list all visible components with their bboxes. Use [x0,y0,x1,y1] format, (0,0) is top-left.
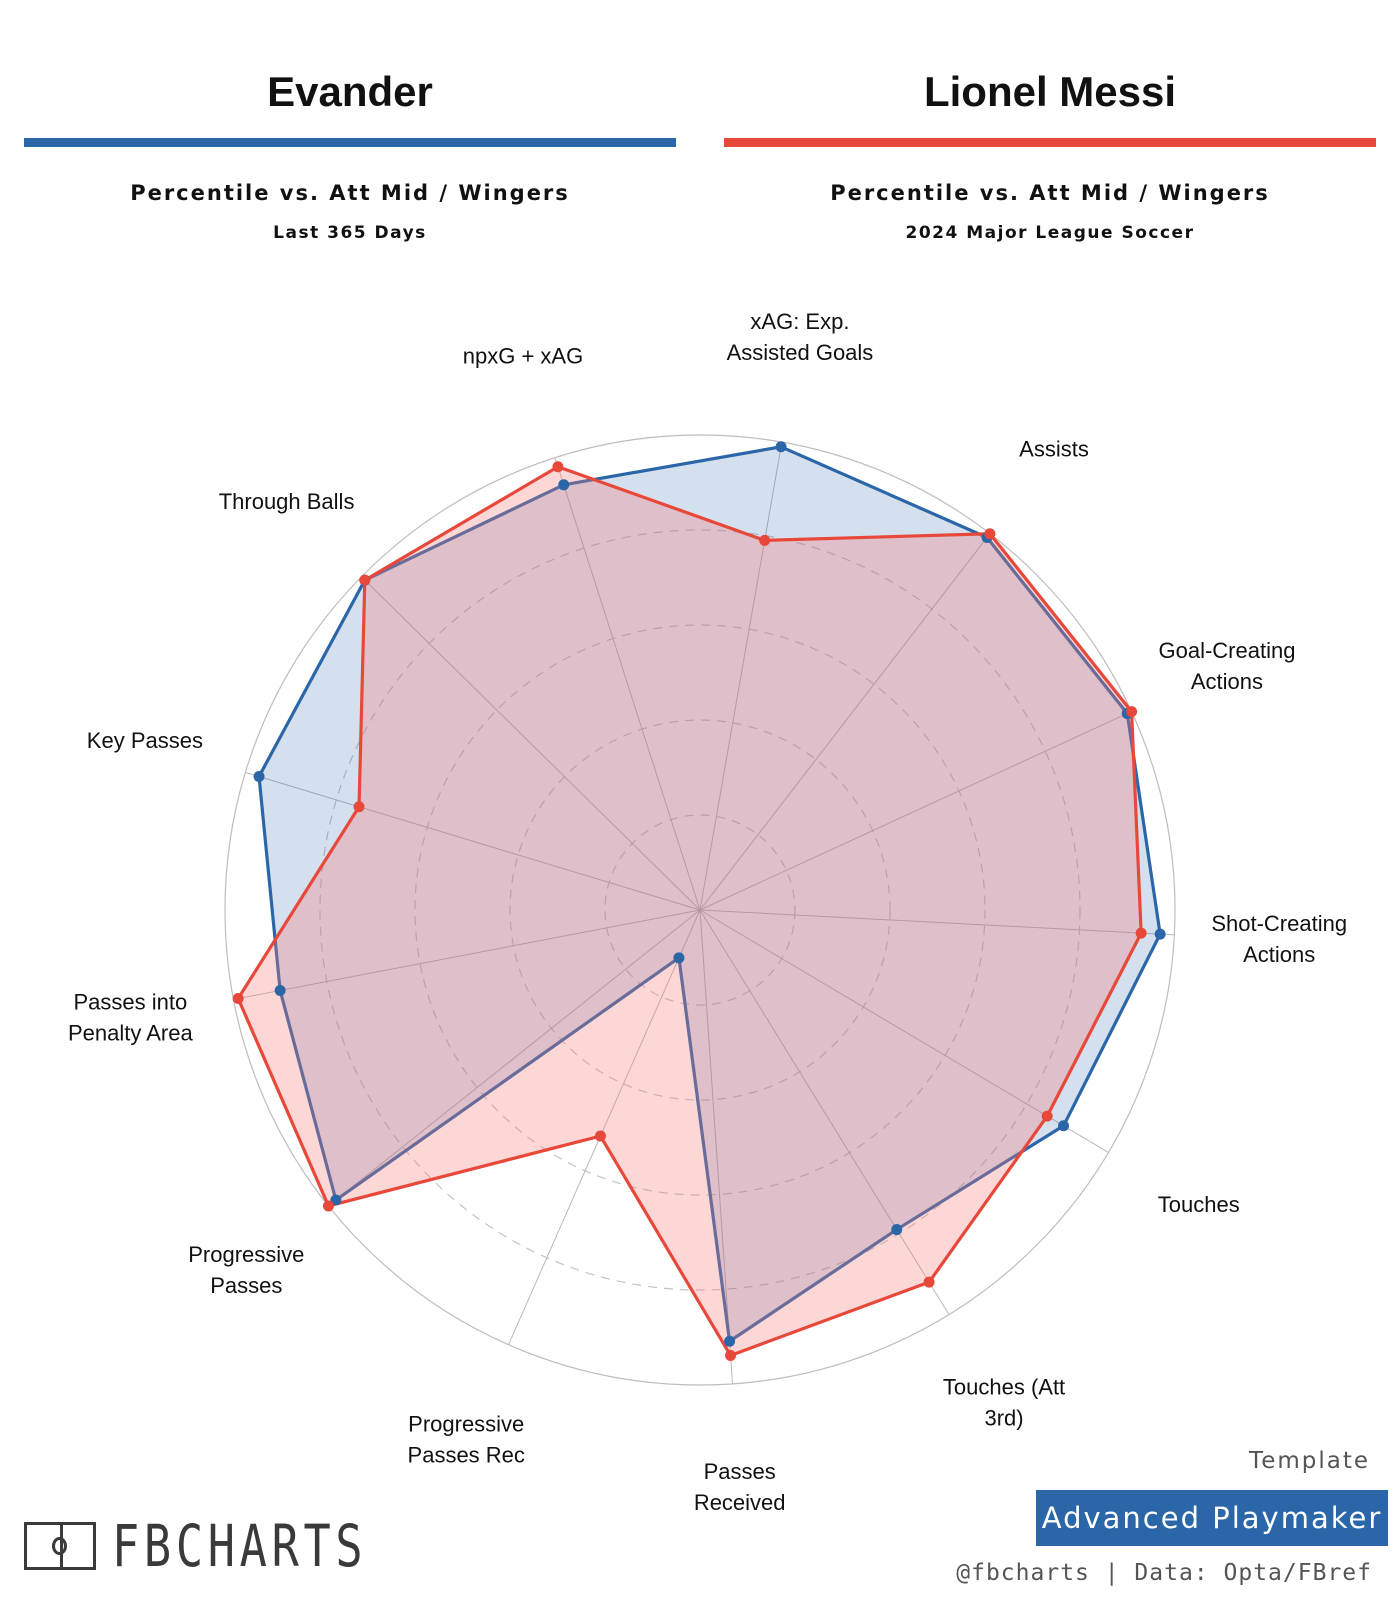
radar-grid-ring [509,719,891,1101]
radar-spoke [361,576,701,911]
data-point-lionel-messi [1126,706,1138,718]
data-point-lionel-messi [359,574,371,586]
data-point-evander [1154,928,1166,940]
axis-label: Through Balls [219,489,355,514]
left-player-header: Evander Percentile vs. Att Mid / Wingers… [24,60,676,243]
axis-label: xAG: Exp. Assisted Goals [727,309,874,365]
data-point-evander [724,1335,736,1347]
radar-spoke [245,771,701,911]
radar-spoke [508,909,701,1345]
data-point-evander [558,479,570,491]
data-point-evander [1058,1120,1070,1132]
right-player-competition: 2024 Major League Soccer [905,223,1195,243]
axis-label: Passes into Penalty Area [68,989,194,1045]
logo-text: FBCHARTS [112,1512,368,1580]
right-player-subtitle: Percentile vs. Att Mid / Wingers [830,181,1270,205]
axis-label: Goal-Creating Actions [1158,638,1295,694]
data-point-lionel-messi [759,534,771,546]
axis-label: Progressive Passes Rec [408,1411,525,1467]
fbcharts-logo: FBCHARTS [24,1512,439,1580]
axis-label: Shot-Creating Actions [1211,911,1347,967]
right-player-header: Lionel Messi Percentile vs. Att Mid / Wi… [724,60,1376,243]
data-credits: @fbcharts | Data: Opta/FBref [956,1560,1372,1586]
radar-grid [224,434,1176,1386]
axis-label: Passes Received [694,1459,786,1515]
radar-spoke [699,711,1132,911]
radar-spoke [699,909,950,1315]
axis-label: Progressive Passes [188,1242,304,1298]
radar-grid-ring [604,814,796,1006]
series-area-lionel-messi [236,465,1143,1358]
data-point-evander [673,952,685,964]
data-point-lionel-messi [1041,1110,1053,1122]
axis-label: Touches [1158,1192,1240,1217]
data-point-evander [330,1194,342,1206]
radar-series [232,441,1166,1361]
radar-spoke [328,909,701,1207]
series-area-evander [257,445,1162,1343]
data-point-lionel-messi [923,1276,935,1288]
radar-spoke [699,909,733,1384]
data-point-evander [891,1224,903,1236]
radar-grid-ring [414,624,986,1196]
left-player-name: Evander [267,68,433,115]
right-player-color-bar [724,138,1376,147]
axis-label: Assists [1019,436,1089,461]
radar-spoke [699,442,783,911]
data-point-lionel-messi [1135,927,1147,939]
data-point-lionel-messi [552,461,564,473]
template-label: Template [1249,1448,1370,1474]
data-point-evander [253,770,265,782]
radar-spoke [554,457,701,911]
data-point-lionel-messi [725,1349,737,1361]
radar-spoke [699,909,1175,936]
data-point-evander [775,441,787,453]
pitch-icon [24,1522,96,1570]
radar-outer-ring [224,434,1176,1386]
radar-spoke [699,909,1109,1153]
data-point-lionel-messi [232,992,244,1004]
left-player-competition: Last 365 Days [273,223,427,243]
radar-spoke [699,533,991,911]
data-point-lionel-messi [984,528,996,540]
radar-axis-labels: Shot-Creating Actions Touches Touches (Att 3… [68,309,1347,1515]
left-player-color-bar [24,138,676,147]
radar-grid-ring [319,529,1081,1291]
data-point-evander [274,984,286,996]
data-point-lionel-messi [594,1130,606,1142]
left-player-subtitle: Percentile vs. Att Mid / Wingers [130,181,570,205]
axis-label: Touches (Att 3rd) [943,1374,1065,1430]
data-point-lionel-messi [322,1200,334,1212]
axis-label: npxG + xAG [463,343,583,368]
right-player-name: Lionel Messi [923,68,1177,115]
radar-spoke [233,909,701,1000]
template-badge: Advanced Playmaker [1036,1490,1388,1546]
axis-label: Key Passes [87,728,203,753]
data-point-lionel-messi [353,801,365,813]
